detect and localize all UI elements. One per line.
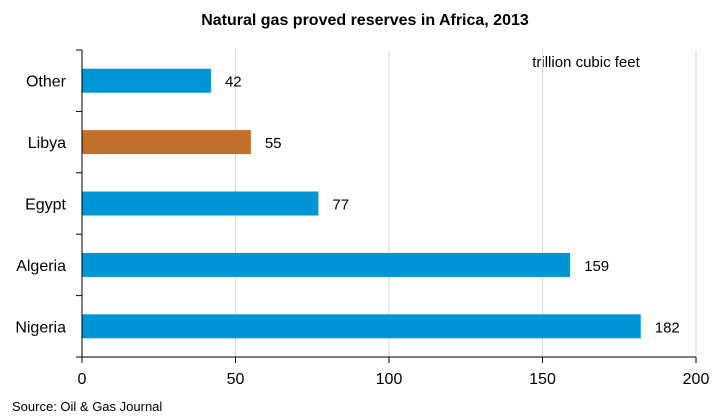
category-label-egypt: Egypt [25,197,66,214]
category-label-libya: Libya [28,135,66,152]
chart-title: Natural gas proved reserves in Africa, 2… [201,12,529,29]
data-label-other: 42 [225,74,242,91]
bar-algeria [82,252,571,277]
data-label-nigeria: 182 [655,319,680,336]
axes [76,49,697,363]
x-tick-label: 100 [376,371,403,388]
x-tick-label: 50 [227,371,245,388]
bar-egypt [82,191,319,216]
bar-libya [82,130,251,155]
bar-other [82,68,211,93]
bar-nigeria [82,314,641,339]
x-tick-label: 200 [683,371,710,388]
category-label-other: Other [26,74,67,91]
x-tick-label: 150 [529,371,556,388]
source-note: Source: Oil & Gas Journal [12,399,162,414]
bars [82,68,641,339]
category-label-algeria: Algeria [16,258,66,275]
data-label-libya: 55 [265,135,282,152]
category-label-nigeria: Nigeria [15,319,66,336]
labels: 0 50 100 150 200 Other 42 Libya 55 Egypt 77 Algeria… [15,74,709,388]
data-label-egypt: 77 [332,197,349,214]
data-label-algeria: 159 [584,258,609,275]
x-tick-label: 0 [78,371,87,388]
unit-label: trillion cubic feet [532,54,640,71]
